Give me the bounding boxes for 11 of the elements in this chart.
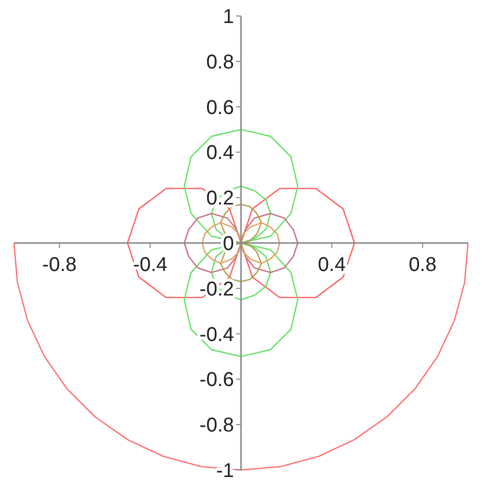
y-tick-label: 0.8 [206, 51, 234, 74]
x-tick-label: 0.8 [408, 254, 437, 276]
x-tick-label: 0.4 [318, 254, 346, 276]
y-tick-label: -0.4 [200, 324, 234, 346]
y-tick-label: 0.4 [206, 142, 234, 164]
y-tick-label: 0.6 [206, 96, 234, 119]
y-tick-label: -0.6 [200, 369, 234, 392]
y-tick-label: 1 [222, 6, 234, 28]
y-tick-label: -0.8 [200, 414, 234, 437]
y-tick-label: 0 [222, 233, 234, 255]
x-tick-label: -0.8 [42, 254, 77, 276]
